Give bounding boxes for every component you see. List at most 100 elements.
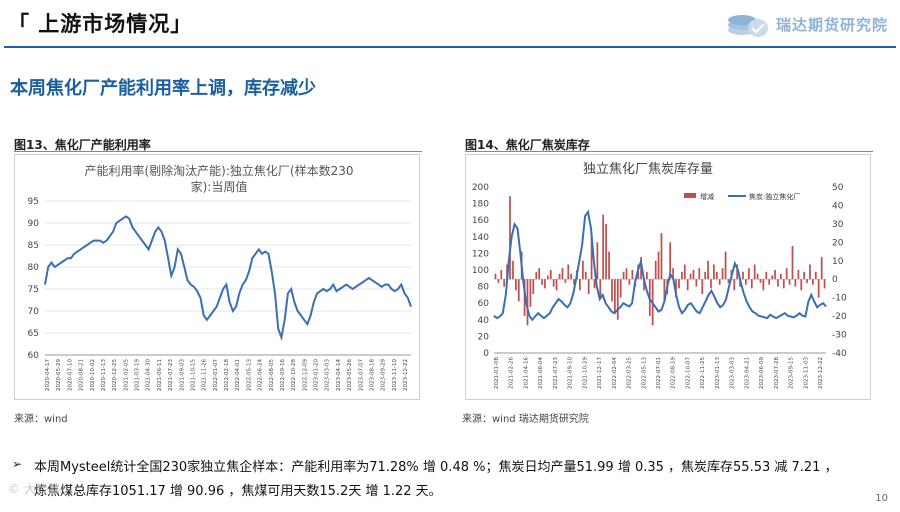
bar xyxy=(567,264,570,280)
bar xyxy=(579,279,581,291)
x-tick-label: 2023-04-14 xyxy=(336,359,342,391)
bar xyxy=(590,233,593,280)
bar xyxy=(713,264,715,280)
bar xyxy=(823,279,826,289)
x-tick-label: 2022-02-04 xyxy=(612,357,618,389)
y-right-tick-label: 20 xyxy=(832,238,844,248)
bar xyxy=(788,279,791,285)
bar xyxy=(692,270,695,280)
bar xyxy=(707,260,709,280)
y-right-tick-label: 50 xyxy=(832,183,844,193)
bar xyxy=(791,246,794,280)
y-right-tick-label: -30 xyxy=(832,331,847,341)
x-tick-label: 2021-06-04 xyxy=(538,357,544,389)
bar xyxy=(552,279,555,287)
bar xyxy=(782,279,785,289)
bar xyxy=(573,279,575,285)
bar xyxy=(619,279,622,298)
bar xyxy=(777,279,779,287)
x-tick-label: 2020-12-25 xyxy=(112,359,118,391)
x-tick-label: 2021-07-23 xyxy=(168,359,174,391)
bar xyxy=(558,273,561,280)
bar xyxy=(605,223,607,280)
y-left-tick-label: 120 xyxy=(472,249,489,259)
summary-line-1: 本周Mysteel统计全国230家独立焦企样本：产能利用率为71.28% 增 0… xyxy=(34,460,838,475)
bar xyxy=(628,279,631,285)
bar xyxy=(646,271,648,280)
page-number: 10 xyxy=(875,493,888,504)
bar xyxy=(587,279,590,294)
bar xyxy=(515,279,517,291)
bar xyxy=(724,251,727,280)
x-tick-label: 2021-06-11 xyxy=(157,359,163,391)
bar xyxy=(503,279,506,287)
y-left-tick-label: 160 xyxy=(472,216,489,226)
bar xyxy=(785,268,788,280)
coke-inventory-chart: 独立焦化厂焦炭库存量 0 20 40 60 80 100 120 140 160 180 200 -40… xyxy=(465,154,871,400)
utilization-chart: 产能利用率(剔除淘汰产能):独立焦化厂(样本数230 家):当周值 60 65 70 75… xyxy=(14,154,420,400)
figure-14-caption: 图14、焦化厂焦炭库存 xyxy=(465,138,590,152)
x-tick-label: 2023-12-22 xyxy=(818,357,824,389)
bar xyxy=(669,242,672,280)
figure-13-source: 来源：wind xyxy=(14,414,68,425)
bar xyxy=(765,271,768,280)
x-tick-label: 2023-01-20 xyxy=(314,359,320,391)
bar xyxy=(756,273,759,280)
x-tick-label: 2022-10-07 xyxy=(685,357,691,389)
x-tick-label: 2023-11-03 xyxy=(803,357,809,389)
y-left-tick-label: 180 xyxy=(472,200,489,210)
x-tick-label: 2023-03-03 xyxy=(325,359,331,391)
bar xyxy=(535,271,538,280)
bar xyxy=(809,264,811,280)
x-tick-label: 2021-02-26 xyxy=(509,357,515,389)
x-tick-label: 2022-01-07 xyxy=(213,359,219,391)
x-tick-label: 2021-10-29 xyxy=(582,357,588,389)
bar xyxy=(547,275,549,280)
page-title: 「 上游市场情况」 xyxy=(8,12,193,36)
header-divider xyxy=(4,46,896,48)
x-tick-label: 2023-04-21 xyxy=(744,357,750,389)
bar xyxy=(625,268,628,280)
x-tick-label: 2020-07-10 xyxy=(67,359,73,391)
bar xyxy=(780,273,782,280)
coin-stack-icon xyxy=(728,15,768,37)
bar xyxy=(614,279,616,313)
x-tick-label: 2020-11-13 xyxy=(101,359,107,391)
bar xyxy=(555,279,558,291)
bar xyxy=(631,270,634,280)
y-left-tick-label: 40 xyxy=(478,316,490,326)
bar xyxy=(608,251,610,280)
bar xyxy=(678,279,680,289)
bar xyxy=(582,260,584,280)
y-tick-label: 95 xyxy=(28,197,39,207)
x-tick-label: 2022-05-13 xyxy=(246,359,252,391)
y-tick-label: 80 xyxy=(28,263,40,273)
coke-inventory-chart-svg: 独立焦化厂焦炭库存量020406080100120140160180200-40… xyxy=(472,161,847,389)
x-tick-label: 2023-09-15 xyxy=(789,357,795,389)
x-tick-label: 2021-12-17 xyxy=(597,357,603,389)
x-tick-label: 2021-04-30 xyxy=(146,359,152,391)
bar xyxy=(512,260,514,280)
y-right-tick-label: 30 xyxy=(832,220,844,230)
bar xyxy=(721,268,724,280)
y-right-tick-label: 40 xyxy=(832,201,844,211)
bar xyxy=(509,196,511,280)
bar xyxy=(643,279,645,291)
bar xyxy=(549,270,552,280)
bar xyxy=(742,271,744,280)
bar xyxy=(710,279,712,289)
x-tick-label: 2021-11-26 xyxy=(202,359,208,391)
bar xyxy=(686,279,689,291)
y-left-tick-label: 200 xyxy=(472,183,489,193)
bullet-marker: ➢ xyxy=(12,457,23,471)
bar xyxy=(672,268,674,280)
bar xyxy=(733,279,736,291)
y-right-tick-label: -20 xyxy=(832,312,847,322)
legend-label-line: 焦炭:独立焦化厂 xyxy=(749,192,800,201)
bar xyxy=(695,279,698,287)
y-left-tick-label: 100 xyxy=(472,266,489,276)
x-tick-label: 2022-03-25 xyxy=(627,357,633,389)
logo-text: 瑞达期货研究院 xyxy=(776,16,889,34)
bar xyxy=(663,279,666,302)
